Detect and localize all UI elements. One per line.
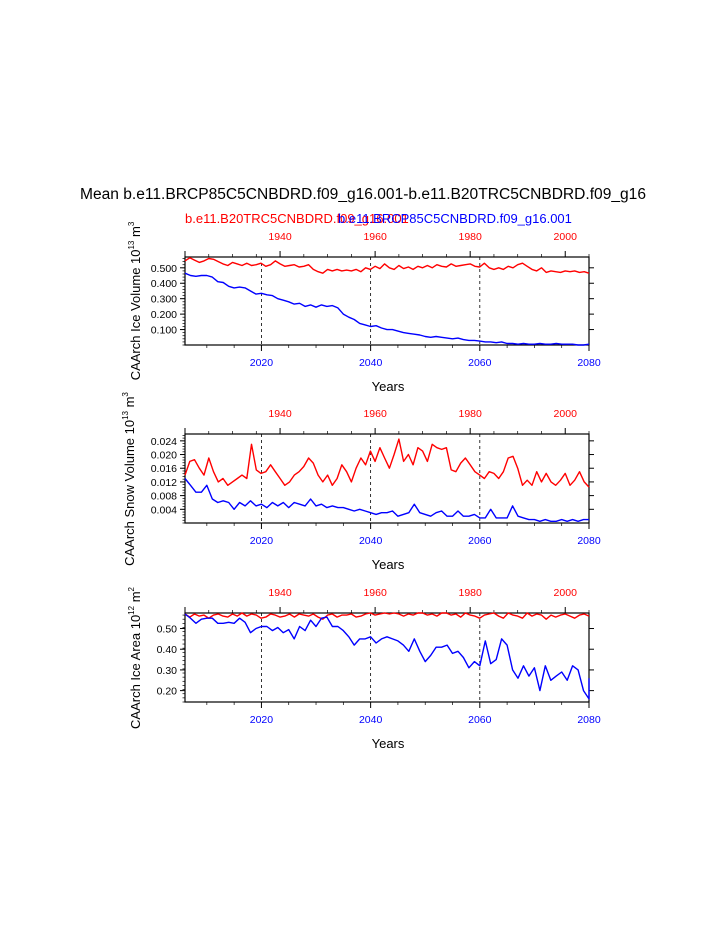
x-tick-label: 2060 [468,535,492,547]
y-axis-label-unit: m [128,591,143,605]
legend-blue-label: b.e11.BRCP85C5CNBDRD.f09_g16.001 [338,211,572,226]
series-line-red [184,438,590,488]
y-axis-label-text: CAArch Ice Volume 10 [128,250,143,381]
series-lines [184,612,590,700]
top-tick-label: 1980 [458,408,482,420]
y-axis-label-exponent: 12 [127,605,136,614]
series-line-blue [184,272,590,346]
series-line-red [184,257,590,274]
x-tick-label: 2040 [359,357,383,369]
y-axis-label-exponent: 13 [121,410,130,419]
x-tick-label: 2040 [359,535,383,547]
plot-frame [184,256,590,346]
top-tick-label: 2000 [554,231,578,243]
y-tick-label: 0.016 [151,463,177,475]
y-axis-label: CAArch Snow Volume 1013 m3 [121,392,137,566]
y-axis: 0.20 0.30 0.40 0.50 [157,614,594,703]
series-line-red [184,612,590,620]
bottom-x-axis: 2020 2040 2060 2080 [206,702,601,726]
grid-lines [261,434,481,523]
y-tick-label: 0.008 [151,491,177,503]
y-tick-label: 0.400 [151,278,177,290]
top-tick-label: 1940 [268,587,292,599]
x-tick-label: 2060 [468,714,492,726]
plot-frame [184,612,590,703]
y-axis-label-exponent: 13 [127,240,136,249]
series-lines [184,438,590,522]
series-line-blue [184,613,590,700]
y-tick-label: 0.100 [151,325,177,337]
y-axis: 0.100 0.200 0.300 0.400 0.500 [151,258,594,346]
x-axis-label: Years [372,379,405,394]
grid-lines [261,257,481,345]
top-x-axis: 1940 1960 1980 2000 [184,231,590,257]
top-tick-label: 2000 [554,587,578,599]
y-tick-label: 0.500 [151,263,177,275]
legend-red-label: b.e11.B20TRC5CNBDRD.f09_g16.001 [185,211,409,226]
y-tick-label: 0.40 [157,644,178,656]
series-line-blue [184,478,589,522]
x-tick-label: 2080 [577,535,601,547]
y-axis-label-text: CAArch Snow Volume 10 [122,420,137,566]
y-tick-label: 0.50 [157,624,178,636]
top-tick-label: 1940 [268,231,292,243]
x-axis-label: Years [372,557,405,572]
y-axis-label: CAArch Ice Volume 1013 m3 [127,221,143,380]
x-tick-label: 2020 [250,535,274,547]
y-tick-label: 0.024 [151,436,177,448]
y-tick-label: 0.004 [151,504,177,516]
y-tick-label: 0.012 [151,477,177,489]
y-axis-label-unit: m [122,397,137,411]
panel-ice-area: 0.200.300.400.50 2020 2040 2060 2080 1940 19… [127,586,601,751]
grid-lines [261,613,481,702]
y-axis-label-unit: m [128,226,143,240]
top-x-axis: 1940 1960 1980 2000 [184,408,590,434]
y-axis-label-unit-exponent: 2 [127,586,136,591]
y-axis-label-unit-exponent: 3 [127,221,136,226]
x-tick-label: 2060 [468,357,492,369]
x-tick-label: 2040 [359,714,383,726]
top-tick-label: 1960 [363,587,387,599]
y-axis-label: CAArch Ice Area 1012 m2 [127,586,143,729]
x-tick-label: 2080 [577,714,601,726]
y-tick-label: 0.200 [151,309,177,321]
top-tick-label: 2000 [554,408,578,420]
y-tick-label: 0.300 [151,294,177,306]
series-lines [184,257,590,346]
top-tick-label: 1940 [268,408,292,420]
x-tick-label: 2080 [577,357,601,369]
y-axis-label-unit-exponent: 3 [121,392,130,397]
bottom-x-axis: 2020 2040 2060 2080 [206,345,601,369]
top-tick-label: 1980 [458,587,482,599]
bottom-x-axis: 2020 2040 2060 2080 [206,523,601,547]
y-axis-label-text: CAArch Ice Area 10 [128,615,143,729]
top-tick-label: 1980 [458,231,482,243]
top-x-axis: 1940 1960 1980 2000 [184,587,590,613]
top-tick-label: 1960 [363,408,387,420]
x-tick-label: 2020 [250,357,274,369]
top-tick-label: 1960 [363,231,387,243]
figure-title: Mean b.e11.BRCP85C5CNBDRD.f09_g16.001-b.… [80,186,646,203]
y-tick-label: 0.020 [151,450,177,462]
x-axis-label: Years [372,736,405,751]
x-tick-label: 2020 [250,714,274,726]
y-tick-label: 0.20 [157,686,178,698]
y-tick-label: 0.30 [157,665,178,677]
